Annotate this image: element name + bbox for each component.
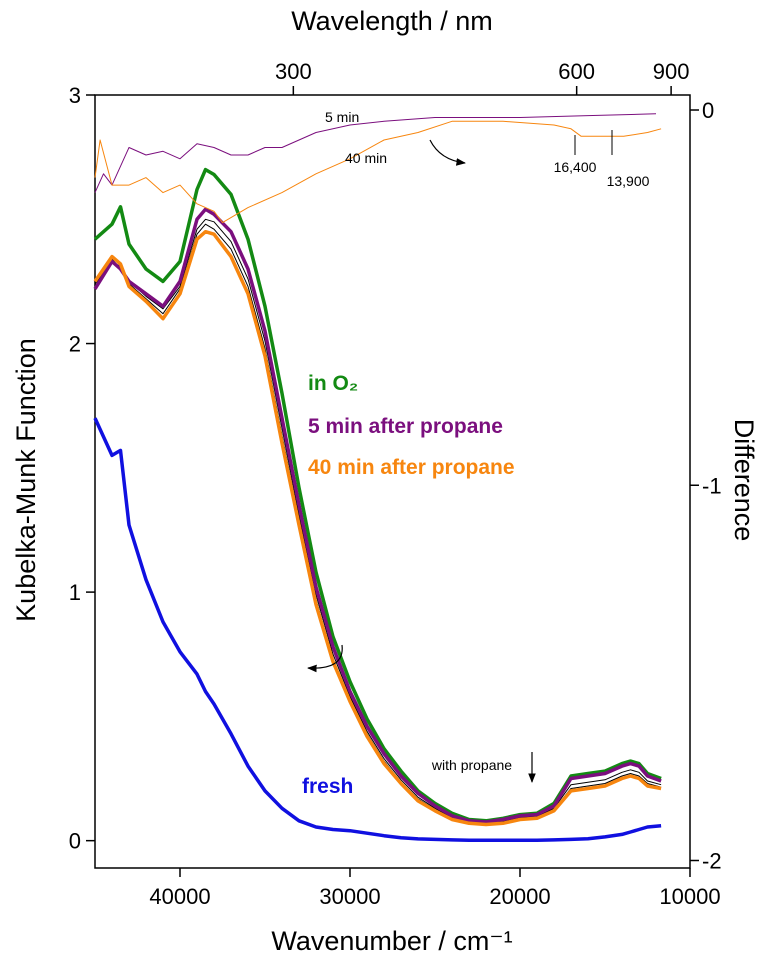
series-label: 5 min [325, 109, 359, 125]
series-line [94, 113, 657, 193]
series-line [93, 417, 662, 842]
y-tick-label: 0 [69, 829, 81, 854]
series-line [94, 218, 662, 824]
annotation: with propane [431, 757, 512, 773]
series-line [94, 120, 662, 224]
series-line [93, 167, 662, 823]
series-label: in O₂ [308, 372, 358, 395]
series-line [93, 207, 662, 824]
x-tick-label: 30000 [319, 884, 380, 909]
series-label: 40 min after propane [308, 456, 515, 479]
top-tick-label: 300 [275, 59, 312, 84]
plot-area [93, 113, 662, 842]
x-tick-label: 40000 [149, 884, 210, 909]
annotation: 16,400 [554, 159, 597, 175]
x-axis-title: Wavenumber / cm⁻¹ [271, 926, 512, 956]
series-label: 40 min [345, 150, 387, 166]
series-line [94, 223, 662, 825]
arrow-right-axis [429, 139, 466, 166]
annotation: 13,900 [607, 173, 650, 189]
y2-tick-label: -2 [702, 848, 722, 873]
y-tick-label: 3 [69, 83, 81, 108]
top-axis-title: Wavelength / nm [291, 6, 493, 36]
x-tick-label: 10000 [659, 884, 720, 909]
series-line [93, 229, 662, 827]
y-tick-label: 1 [69, 580, 81, 605]
arrow-left-axis [307, 644, 343, 673]
plot-frame [94, 94, 691, 869]
y-tick-label: 2 [69, 332, 81, 357]
series-label: fresh [302, 775, 353, 798]
y2-tick-label: -1 [702, 473, 722, 498]
y2-axis-title: Difference [729, 419, 759, 542]
y-axis-title: Kubelka-Munk Function [11, 338, 41, 622]
series-label: 5 min after propane [308, 415, 503, 438]
top-tick-label: 900 [653, 59, 690, 84]
x-tick-label: 20000 [489, 884, 550, 909]
y2-tick-label: 0 [702, 98, 714, 123]
top-tick-label: 600 [558, 59, 595, 84]
